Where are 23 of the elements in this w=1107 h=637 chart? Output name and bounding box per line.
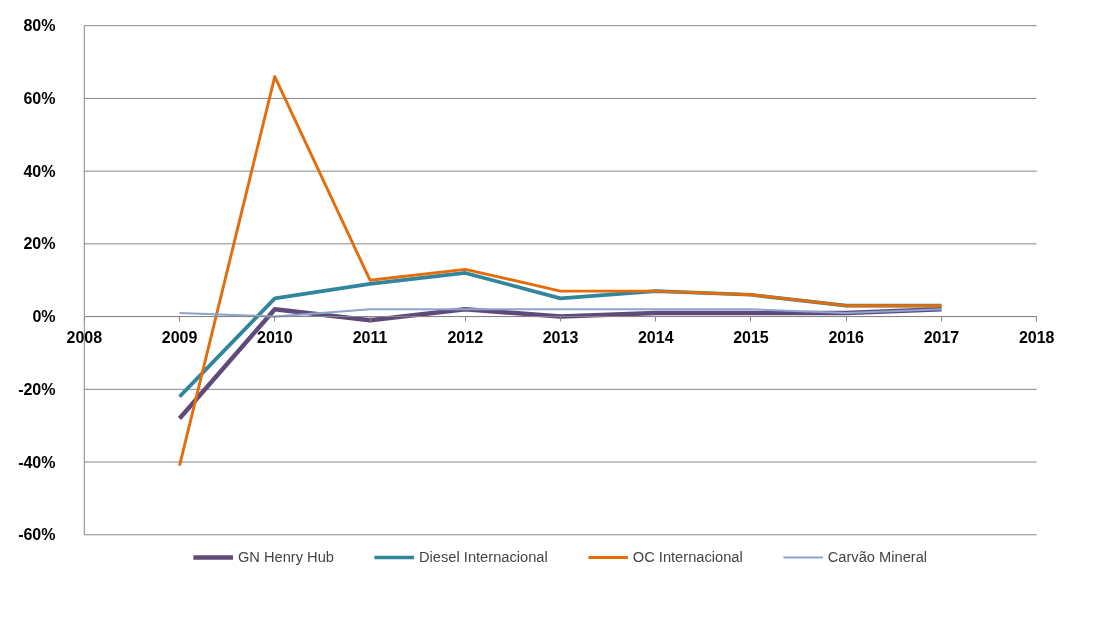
x-tick-label: 2018	[1018, 328, 1055, 346]
y-tick-label: 60%	[23, 89, 56, 107]
y-tick-label: 0%	[32, 308, 56, 326]
x-tick-label: 2009	[161, 328, 198, 346]
x-tick-label: 2017	[923, 328, 960, 346]
x-tick-label: 2014	[637, 328, 674, 346]
legend-label: Diesel Internacional	[419, 549, 548, 565]
legend-label: Carvão Mineral	[827, 549, 928, 565]
legend-label: GN Henry Hub	[237, 549, 335, 565]
x-tick-label: 2008	[66, 328, 103, 346]
y-tick-label: -20%	[18, 380, 56, 398]
x-tick-label: 2011	[352, 328, 388, 346]
y-tick-label: 80%	[23, 17, 56, 35]
y-tick-label: 20%	[23, 235, 56, 253]
y-tick-label: -60%	[18, 526, 56, 544]
x-tick-label: 2013	[542, 328, 579, 346]
y-tick-label: -40%	[18, 453, 56, 471]
x-tick-label: 2010	[256, 328, 293, 346]
x-tick-label: 2015	[733, 328, 769, 346]
x-tick-label: 2012	[447, 328, 484, 346]
y-tick-label: 40%	[23, 162, 56, 180]
legend-label: OC Internacional	[632, 549, 743, 565]
x-tick-label: 2016	[828, 328, 865, 346]
